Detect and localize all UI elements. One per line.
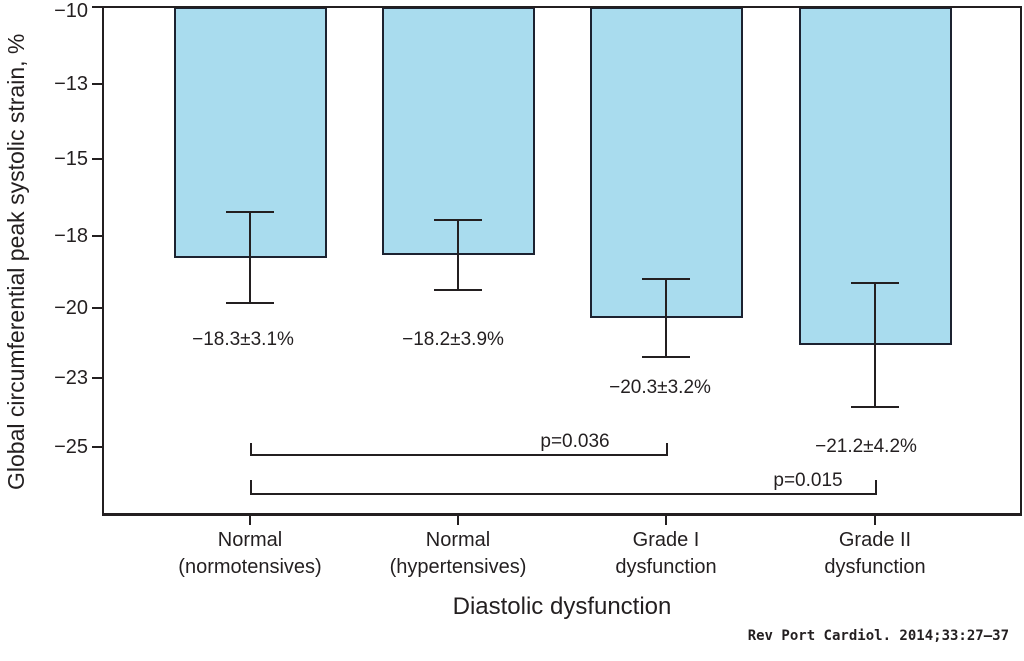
error-bar-line [249, 212, 251, 303]
error-bar-cap-bottom [642, 356, 690, 359]
significance-tick-right [666, 443, 668, 454]
y-tick [92, 6, 102, 8]
significance-tick-right [875, 480, 877, 493]
y-tick [92, 158, 102, 160]
x-tick [249, 516, 251, 525]
category-line: (hypertensives) [389, 556, 527, 578]
x-axis-title: Diastolic dysfunction [452, 593, 672, 620]
category-line: dysfunction [615, 556, 717, 578]
category-line: dysfunction [824, 556, 926, 578]
error-bar-cap-top [642, 277, 690, 280]
y-tick [92, 307, 102, 309]
error-bar-cap-top [851, 282, 899, 285]
significance-tick-left [250, 443, 252, 454]
error-bar-cap-top [434, 218, 482, 221]
x-axis-line [102, 513, 1022, 516]
error-bar-line [457, 219, 459, 290]
x-tick [665, 516, 667, 525]
x-tick [457, 516, 459, 525]
significance-line [250, 454, 668, 456]
value-label: −18.2±3.9% [402, 329, 504, 350]
significance-line [250, 493, 877, 495]
y-axis-title: Global circumferential peak systolic str… [3, 33, 29, 491]
value-label: −21.2±4.2% [815, 436, 917, 457]
bar [589, 7, 743, 319]
category-line: Grade I [632, 529, 700, 551]
plot-border-top [93, 6, 1022, 8]
y-tick [92, 446, 102, 448]
category-line: Grade II [838, 529, 912, 551]
error-bar-cap-bottom [434, 288, 482, 291]
p-value-label: p=0.036 [540, 431, 610, 452]
category-label: Grade I dysfunction [561, 527, 771, 581]
error-bar-cap-top [226, 211, 274, 214]
y-tick [92, 235, 102, 237]
y-tick [92, 83, 102, 85]
bar [381, 7, 535, 255]
y-tick-label: −23 [54, 367, 88, 389]
error-bar-line [665, 278, 667, 358]
x-tick [874, 516, 876, 525]
category-line: (normotensives) [178, 556, 322, 578]
plot-border-left [102, 6, 104, 516]
value-label: −18.3±3.1% [192, 329, 294, 350]
y-tick-label: −20 [54, 297, 88, 319]
citation: Rev Port Cardiol. 2014;33:27–37 [747, 628, 1009, 644]
error-bar-cap-bottom [226, 301, 274, 304]
category-line: Normal [217, 529, 283, 551]
y-tick-label: −10 [54, 0, 88, 22]
y-tick-label: −13 [54, 73, 88, 95]
category-label: Grade II dysfunction [770, 527, 980, 581]
p-value-label: p=0.015 [773, 470, 843, 491]
y-tick-label: −25 [54, 436, 88, 458]
significance-tick-left [250, 480, 252, 493]
y-tick-label: −18 [54, 225, 88, 247]
category-label: Normal (hypertensives) [353, 527, 563, 581]
error-bar-line [874, 283, 876, 408]
y-tick [92, 377, 102, 379]
category-label: Normal (normotensives) [145, 527, 355, 581]
error-bar-cap-bottom [851, 406, 899, 409]
y-tick-label: −15 [54, 148, 88, 170]
category-line: Normal [425, 529, 491, 551]
plot-border-right [1020, 6, 1022, 516]
value-label: −20.3±3.2% [609, 377, 711, 398]
